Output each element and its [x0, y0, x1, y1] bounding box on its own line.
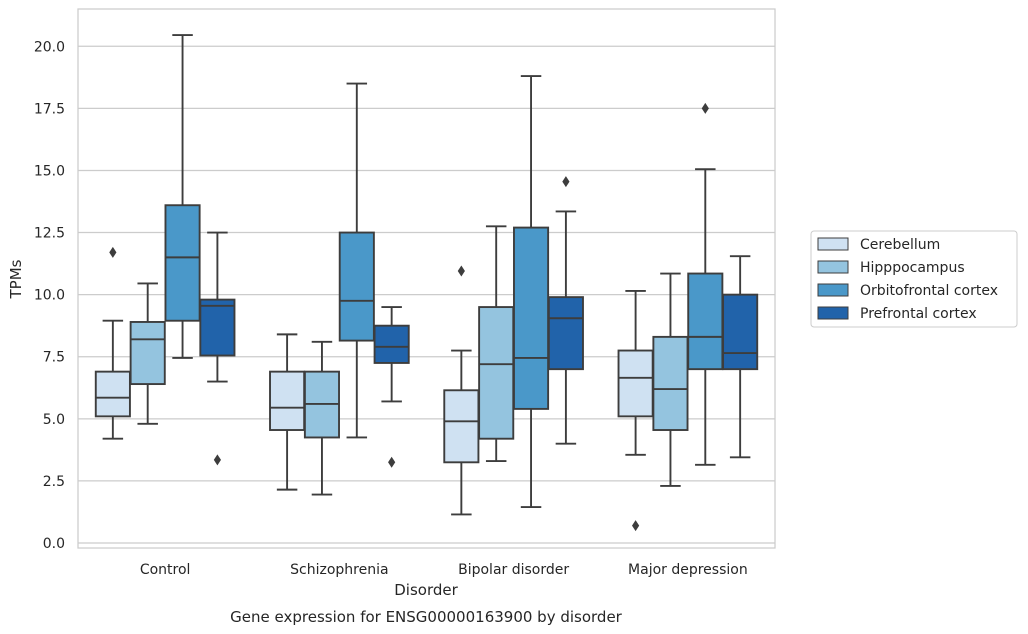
outlier-marker: [457, 265, 465, 277]
x-tick-label: Bipolar disorder: [458, 562, 569, 578]
outlier-marker: [109, 246, 117, 258]
legend-swatch: [817, 260, 849, 274]
box-hipppocampus: [478, 225, 515, 463]
box-prefrontal-cortex: [722, 255, 759, 459]
legend-frame: [810, 230, 1018, 328]
legend-label: Prefrontal cortex: [860, 306, 977, 322]
x-tick-labels: Control Schizophrenia Bipolar disorder Majo…: [140, 562, 748, 578]
legend-swatch: [817, 237, 849, 251]
legend-label: Cerebellum: [860, 237, 940, 253]
chart-caption: Gene expression for ENSG00000163900 by d…: [230, 608, 623, 626]
y-tick-label: 0.0: [43, 536, 65, 552]
box-iqr: [617, 349, 654, 418]
box-iqr: [94, 370, 131, 418]
plot-frame: [77, 8, 776, 549]
box-iqr: [443, 389, 480, 464]
box-iqr: [269, 370, 306, 431]
box-iqr: [652, 335, 689, 431]
x-axis-label: Disorder: [394, 581, 458, 599]
box-orbitofrontal-cortex: [513, 75, 550, 508]
box-cerebellum: [443, 265, 480, 516]
box-iqr: [513, 226, 550, 410]
outlier-marker: [701, 102, 709, 114]
y-tick-label: 10.0: [34, 288, 65, 304]
box-iqr: [164, 204, 201, 322]
y-tick-label: 20.0: [34, 39, 65, 55]
y-tick-label: 2.5: [43, 474, 65, 490]
y-tick-label: 7.5: [43, 350, 65, 366]
legend-swatch: [817, 306, 849, 320]
legend-label: Orbitofrontal cortex: [860, 283, 998, 299]
legend-swatch: [817, 283, 849, 297]
box-iqr: [722, 293, 759, 371]
box-prefrontal-cortex: [547, 176, 584, 445]
box-iqr: [338, 231, 375, 342]
box-hipppocampus: [652, 272, 689, 487]
box-prefrontal-cortex: [373, 306, 410, 468]
x-tick-label: Major depression: [628, 562, 748, 578]
legend-label: Hipppocampus: [860, 260, 965, 276]
x-tick-label: Control: [140, 562, 191, 578]
box-iqr: [478, 306, 515, 440]
box-prefrontal-cortex: [199, 231, 236, 466]
box-hipppocampus: [129, 282, 166, 425]
outlier-marker: [388, 456, 396, 468]
y-tick-label: 15.0: [34, 163, 65, 179]
box-orbitofrontal-cortex: [164, 34, 201, 359]
y-tick-labels: 0.0 2.5 5.0 7.5 10.0 12.5 15.0 17.5 20.0: [34, 39, 65, 552]
box-iqr: [373, 324, 410, 364]
box-hipppocampus: [303, 340, 340, 496]
x-tick-label: Schizophrenia: [290, 562, 388, 578]
box-iqr: [687, 272, 724, 371]
box-cerebellum: [94, 246, 131, 440]
y-tick-label: 12.5: [34, 226, 65, 242]
box-orbitofrontal-cortex: [338, 82, 375, 439]
box-series: [94, 34, 759, 532]
outlier-marker: [562, 176, 570, 188]
box-iqr: [199, 298, 236, 357]
outlier-marker: [213, 454, 221, 466]
y-axis-label: TPMs: [7, 259, 25, 299]
outlier-marker: [632, 520, 640, 532]
y-gridlines: [78, 45, 775, 544]
y-tick-label: 5.0: [43, 412, 65, 428]
y-tick-label: 17.5: [34, 101, 65, 117]
box-iqr: [129, 321, 166, 386]
box-orbitofrontal-cortex: [687, 102, 724, 466]
legend: Cerebellum Hipppocampus Orbitofrontal cort…: [810, 230, 1018, 328]
box-iqr: [547, 296, 584, 371]
